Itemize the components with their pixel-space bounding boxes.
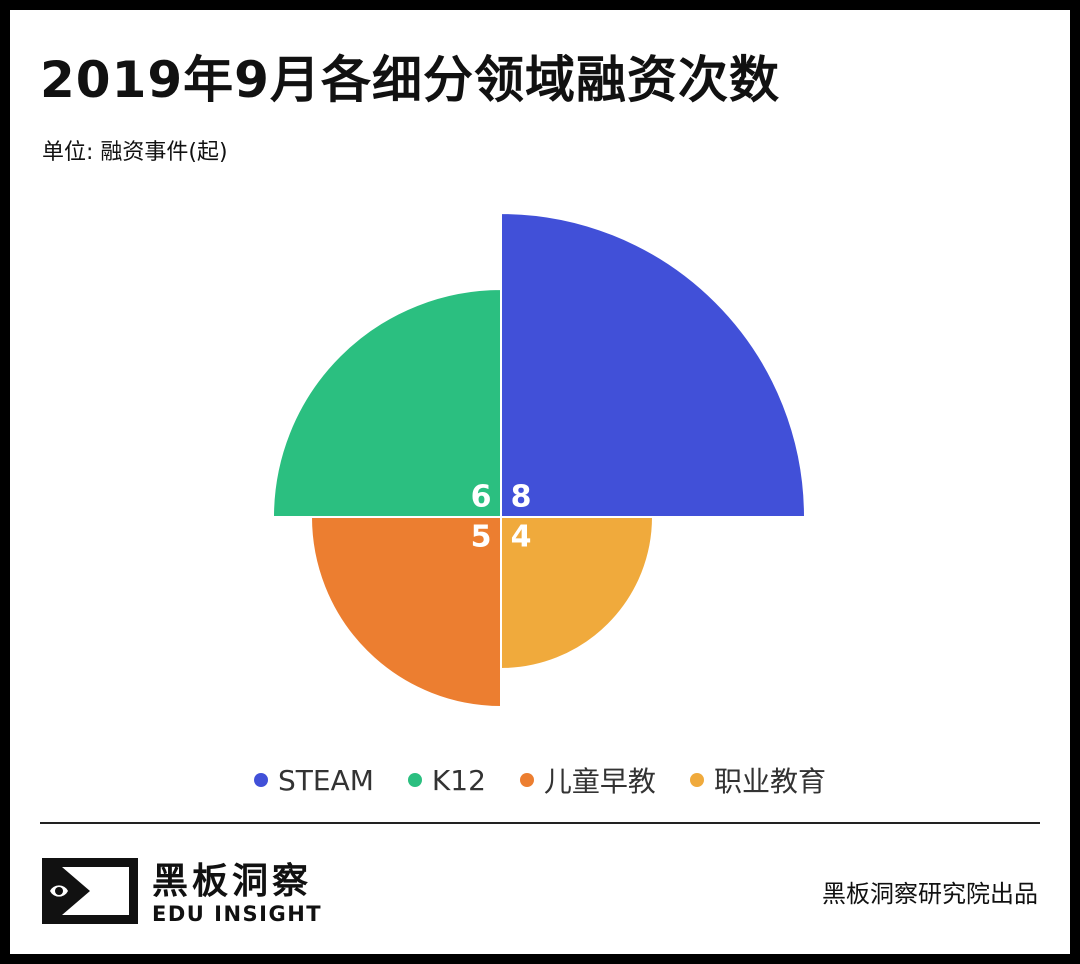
legend-item-steam: STEAM — [254, 760, 374, 800]
data-label-early-childhood: 5 — [471, 520, 492, 555]
data-label-k12: 6 — [471, 480, 492, 515]
legend-label: K12 — [431, 763, 486, 797]
footer-credit: 黑板洞察研究院出品 — [822, 880, 1038, 908]
legend-dot — [689, 773, 704, 787]
legend-item-vocational: 职业教育 — [689, 760, 826, 800]
rose-slice-steam — [500, 211, 807, 518]
chart-legend: STEAM K12 儿童早教 职业教育 — [10, 760, 1070, 800]
legend-item-k12: K12 — [407, 760, 486, 800]
rose-slice-vocational — [500, 516, 655, 671]
legend-label: STEAM — [278, 763, 374, 797]
data-label-vocational: 4 — [511, 520, 532, 555]
rose-chart: 86 5 4 — [271, 211, 807, 709]
legend-dot — [519, 773, 534, 787]
brand-name-en: EDU INSIGHT — [152, 902, 323, 926]
rose-slice-early-childhood — [309, 516, 502, 709]
legend-label: 职业教育 — [713, 765, 826, 798]
footer-divider — [40, 822, 1040, 824]
legend-label: 儿童早教 — [543, 765, 656, 798]
rose-slice-k12 — [271, 287, 502, 518]
data-label-steam: 8 — [511, 480, 532, 515]
unit-label: 单位: 融资事件(起) — [42, 140, 228, 165]
brand-name-cn: 黑板洞察 — [152, 861, 313, 902]
edu-insight-logo-icon — [42, 858, 138, 924]
legend-dot — [407, 773, 422, 787]
legend-item-early-childhood: 儿童早教 — [519, 760, 656, 800]
page-title: 2019年9月各细分领域融资次数 — [40, 51, 780, 109]
legend-dot — [254, 773, 269, 787]
